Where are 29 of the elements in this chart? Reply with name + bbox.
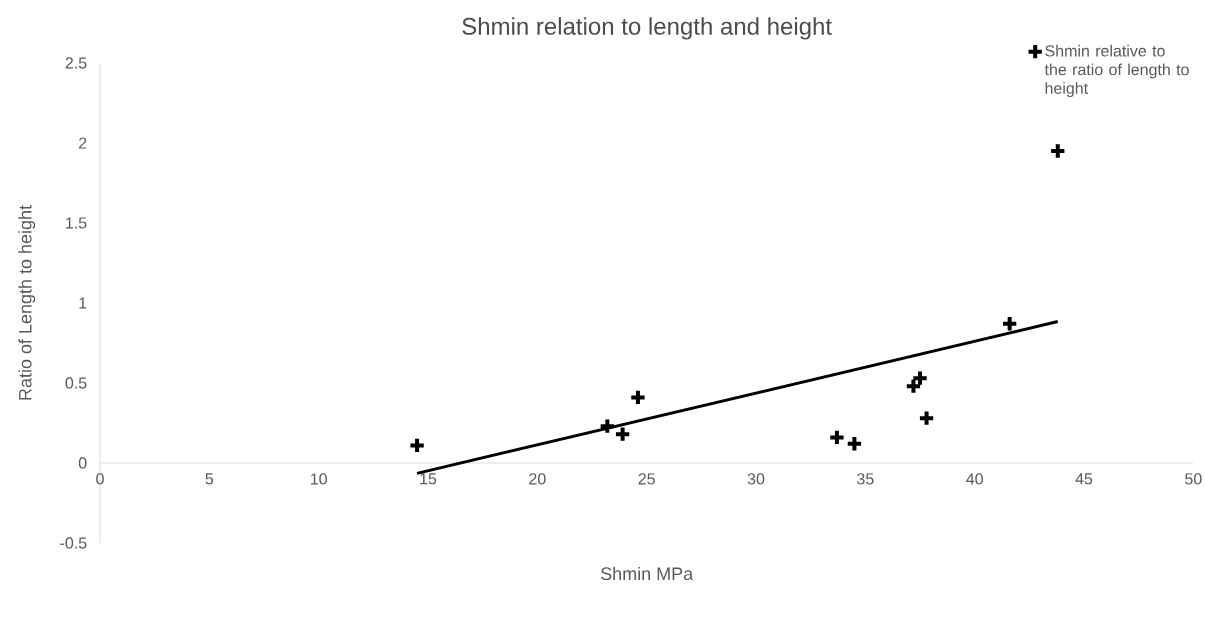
point bbox=[598, 417, 616, 435]
x-tick-label: 40 bbox=[966, 473, 983, 485]
point bbox=[613, 425, 632, 443]
x-tick-label: 45 bbox=[1075, 473, 1093, 485]
y-tick-label: 1.5 bbox=[66, 217, 87, 229]
y-tick-label: -0.5 bbox=[60, 537, 87, 549]
point bbox=[911, 369, 929, 387]
x-axis-title: Shmin MPa bbox=[600, 566, 694, 581]
x-tick-label: 20 bbox=[529, 473, 546, 485]
x-tick-label: 5 bbox=[205, 473, 214, 485]
y-tick-label: 1 bbox=[79, 297, 87, 309]
x-tick-label: 25 bbox=[638, 473, 655, 485]
point bbox=[917, 409, 936, 427]
x-tick-label: 30 bbox=[747, 473, 765, 485]
x-tick-label: 15 bbox=[420, 473, 437, 485]
point bbox=[845, 435, 864, 453]
x-tick-label: 0 bbox=[96, 473, 104, 485]
y-tick-label: 0.5 bbox=[65, 377, 87, 389]
x-tick-label: 10 bbox=[310, 473, 327, 485]
x-tick-label: 50 bbox=[1185, 473, 1202, 485]
y-tick-label: 0 bbox=[78, 457, 87, 469]
point bbox=[904, 377, 923, 395]
legend-label: Shmin relative to the ratio of length to height bbox=[1044, 44, 1189, 98]
x-tick-label: 35 bbox=[857, 473, 874, 485]
y-tick-label: 2 bbox=[79, 137, 87, 149]
point bbox=[1049, 142, 1067, 160]
chart-title: Shmin relation to length and height bbox=[462, 17, 832, 40]
y-axis-title: Ratio of Length to height bbox=[18, 205, 36, 400]
y-tick-label: 2.5 bbox=[65, 57, 87, 69]
